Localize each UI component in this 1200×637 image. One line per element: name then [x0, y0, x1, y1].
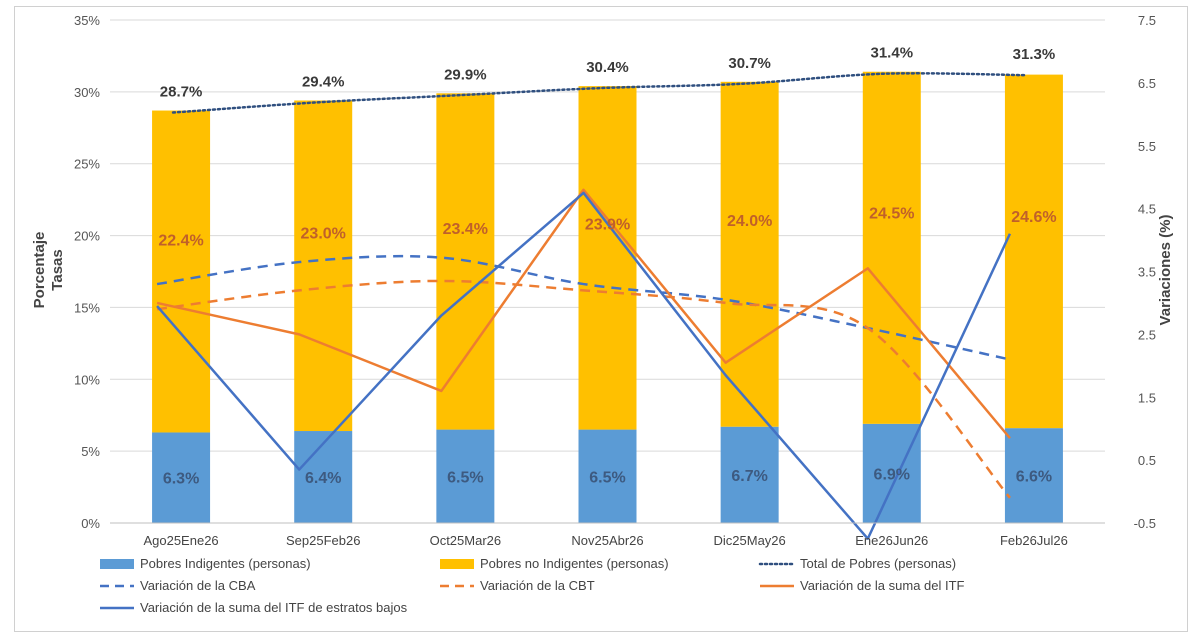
label-pobres-indigentes: 6.6% [1016, 469, 1052, 486]
legend-label: Pobres no Indigentes (personas) [480, 556, 669, 571]
y2-tick-label: 4.5 [1138, 202, 1156, 217]
y2-tick-label: 6.5 [1138, 76, 1156, 91]
bar-pobres-indigentes [720, 426, 779, 523]
y2-tick-label: 2.5 [1138, 327, 1156, 342]
label-pobres-indigentes: 6.9% [874, 466, 910, 483]
bar-pobres-no-indigentes [294, 100, 353, 432]
label-pobres-no-indigentes: 23.0% [301, 226, 346, 243]
x-tick-label: Ene26Jun26 [855, 533, 928, 548]
label-pobres-no-indigentes: 23.4% [443, 221, 488, 238]
bar-pobres-no-indigentes [152, 110, 211, 433]
y-tick-label: 10% [74, 372, 100, 387]
variation-lines [156, 72, 1028, 540]
line-variaci-n-de-la-cbt [156, 279, 1011, 499]
y-axis-title-line1: Porcentaje [31, 232, 48, 309]
y2-tick-label: 3.5 [1138, 265, 1156, 280]
bar-pobres-indigentes [578, 429, 637, 523]
y-tick-label: 35% [74, 13, 100, 28]
label-total-pobres: 29.4% [302, 73, 345, 90]
x-tick-label: Feb26Jul26 [1000, 533, 1068, 548]
y2-tick-label: -0.5 [1134, 516, 1156, 531]
y2-tick-label: 7.5 [1138, 13, 1156, 28]
legend-label: Variación de la suma del ITF [800, 578, 965, 593]
bar-pobres-indigentes [862, 423, 921, 523]
y2-tick-label: 0.5 [1138, 453, 1156, 468]
axes: 0% 5% 10% 15% 20% 25% 30% 35% -0.5 0.5 1.5 2.5 3.5 4.… [31, 13, 1174, 548]
legend-label: Total de Pobres (personas) [800, 556, 956, 571]
legend-label: Variación de la suma del ITF de estratos… [140, 600, 408, 615]
line-variaci-n-de-la-suma-del-itf [156, 188, 1011, 439]
y-axis-title-line2: Tasas [49, 249, 66, 290]
label-pobres-no-indigentes: 23.9% [585, 216, 630, 233]
line-variaci-n-de-la-suma-del-itf-de-estratos-bajos [156, 191, 1012, 540]
y-tick-label: 15% [74, 300, 100, 315]
label-total-pobres: 31.4% [871, 45, 914, 62]
label-pobres-indigentes: 6.3% [163, 471, 199, 488]
label-pobres-indigentes: 6.4% [305, 470, 341, 487]
line-total-pobres [171, 72, 1028, 114]
bar-pobres-no-indigentes [862, 71, 921, 424]
x-tick-label: Nov25Abr26 [571, 533, 643, 548]
legend-label: Pobres Indigentes (personas) [140, 556, 311, 571]
label-total-pobres: 30.4% [586, 59, 629, 76]
label-pobres-no-indigentes: 22.4% [158, 232, 203, 249]
bar-pobres-indigentes [152, 432, 211, 523]
y-tick-label: 5% [81, 444, 100, 459]
label-pobres-no-indigentes: 24.0% [727, 213, 772, 230]
data-labels: 6.3% 22.4% 6.4% 23.0% 6.5% 23.4% 6.5% 23.9% 6.7%… [158, 45, 1056, 488]
bar-pobres-indigentes [1004, 428, 1063, 523]
bar-pobres-indigentes [436, 429, 495, 523]
bar-pobres-no-indigentes [1004, 74, 1063, 429]
y-tick-label: 0% [81, 516, 100, 531]
legend: Pobres Indigentes (personas) Pobres no In… [100, 556, 965, 615]
legend-label: Variación de la CBT [480, 578, 595, 593]
legend-label: Variación de la CBA [140, 578, 256, 593]
y2-tick-label: 5.5 [1138, 139, 1156, 154]
bar-pobres-indigentes [294, 431, 353, 523]
label-total-pobres: 29.9% [444, 66, 487, 83]
label-total-pobres: 31.3% [1013, 46, 1056, 63]
x-tick-label: Sep25Feb26 [286, 533, 360, 548]
label-pobres-indigentes: 6.5% [589, 469, 625, 486]
label-pobres-indigentes: 6.7% [731, 468, 767, 485]
x-tick-label: Ago25Ene26 [143, 533, 218, 548]
bars [152, 71, 1063, 523]
y2-axis-title: Variaciones (%) [1157, 215, 1174, 326]
y-tick-label: 20% [74, 229, 100, 244]
bar-pobres-no-indigentes [578, 86, 637, 430]
legend-swatch [100, 559, 134, 569]
y-tick-label: 25% [74, 157, 100, 172]
x-tick-label: Dic25May26 [714, 533, 786, 548]
x-tick-label: Oct25Mar26 [430, 533, 502, 548]
label-total-pobres: 30.7% [728, 55, 771, 72]
label-pobres-indigentes: 6.5% [447, 469, 483, 486]
label-pobres-no-indigentes: 24.5% [869, 206, 914, 223]
y2-tick-label: 1.5 [1138, 390, 1156, 405]
legend-swatch [440, 559, 474, 569]
bar-pobres-no-indigentes [720, 81, 779, 427]
y-tick-label: 30% [74, 85, 100, 100]
label-pobres-no-indigentes: 24.6% [1011, 209, 1056, 226]
label-total-pobres: 28.7% [160, 84, 203, 101]
